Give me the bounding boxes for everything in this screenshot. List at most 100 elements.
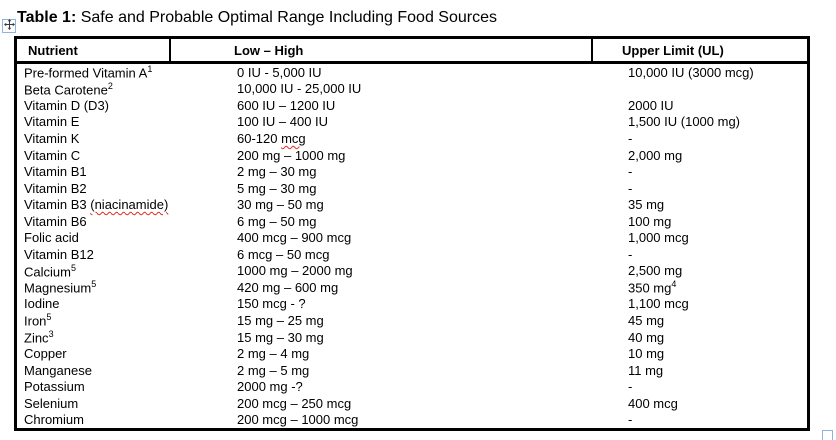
- nutrient-cell: Manganese: [24, 362, 92, 378]
- nutrient-cell: Iron5: [24, 312, 52, 329]
- table-row: Vitamin C 200 mg – 1000 mg 2,000 mg: [17, 147, 807, 164]
- footnote-marker: 5: [46, 312, 52, 323]
- footnote-marker: 4: [671, 279, 677, 290]
- nutrient-cell: Vitamin B1: [24, 164, 87, 180]
- table-row: Vitamin B1 2 mg – 30 mg -: [17, 163, 807, 180]
- nutrient-cell: Vitamin B6: [24, 213, 87, 229]
- table-row: Vitamin B12 6 mcg – 50 mcg -: [17, 246, 807, 263]
- range-cell: 15 mg – 25 mg: [237, 312, 324, 328]
- upper-limit-cell: 35 mg: [628, 197, 665, 213]
- table-row: Potassium 2000 mg -? -: [17, 378, 807, 395]
- nutrient-cell: Zinc3: [24, 328, 54, 346]
- range-cell: 1000 mg – 2000 mg: [237, 263, 353, 279]
- table-row: Iodine 150 mcg - ? 1,100 mcg: [17, 296, 807, 313]
- header-nutrient: Nutrient: [28, 42, 78, 58]
- upper-limit-cell: 2000 IU: [628, 97, 674, 113]
- nutrient-table: Nutrient Low – High Upper Limit (UL) Pre…: [14, 36, 810, 431]
- nutrient-cell: Selenium: [24, 395, 79, 411]
- upper-limit-cell: 100 mg: [628, 213, 672, 229]
- nutrient-cell: Vitamin B3 (niacinamide): [24, 197, 169, 213]
- range-cell: 100 IU – 400 IU: [237, 114, 329, 130]
- table-row: Selenium 200 mcg – 250 mcg 400 mcg: [17, 395, 807, 412]
- range-cell: 200 mcg – 250 mcg: [237, 395, 352, 411]
- upper-limit-cell: 2,500 mg: [628, 263, 683, 279]
- range-cell: 2 mg – 4 mg: [237, 346, 310, 362]
- range-cell: 200 mg – 1000 mg: [237, 147, 346, 163]
- nutrient-cell: Iodine: [24, 296, 60, 312]
- upper-limit-cell: 11 mg: [628, 362, 664, 378]
- range-cell: 150 mcg - ?: [237, 296, 306, 312]
- table-body: Pre-formed Vitamin A1 0 IU - 5,000 IU 10,0…: [17, 64, 807, 428]
- table-resize-handle[interactable]: [822, 430, 833, 440]
- range-cell: 200 mcg – 1000 mcg: [237, 412, 359, 428]
- nutrient-cell: Pre-formed Vitamin A1: [24, 64, 153, 81]
- nutrient-cell: Beta Carotene2: [24, 80, 113, 97]
- nutrient-cell: Vitamin B2: [24, 180, 87, 196]
- range-cell: 420 mg – 600 mg: [237, 279, 339, 295]
- range-cell: 400 mcg – 900 mcg: [237, 230, 352, 246]
- misspelled-word: (niacinamide): [90, 197, 169, 213]
- range-cell: 2 mg – 30 mg: [237, 164, 317, 180]
- table-row: Manganese 2 mg – 5 mg 11 mg: [17, 362, 807, 379]
- table-row: Vitamin B6 6 mg – 50 mg 100 mg: [17, 213, 807, 230]
- upper-limit-cell: 1,100 mcg: [628, 296, 689, 312]
- upper-limit-cell: 40 mg: [628, 329, 665, 345]
- nutrient-cell: Calcium5: [24, 262, 76, 279]
- table-row: Chromium 200 mcg – 1000 mcg -: [17, 411, 807, 428]
- upper-limit-cell: -: [628, 130, 633, 146]
- table-row: Vitamin B3 (niacinamide) 30 mg – 50 mg 35 …: [17, 196, 807, 213]
- table-row: Vitamin K 60-120 mcg -: [17, 130, 807, 147]
- upper-limit-cell: -: [628, 164, 633, 180]
- upper-limit-cell: 1,000 mcg: [628, 230, 689, 246]
- upper-limit-cell: 10 mg: [628, 346, 665, 362]
- table-row: Vitamin D (D3) 600 IU – 1200 IU 2000 IU: [17, 97, 807, 114]
- range-cell: 10,000 IU - 25,000 IU: [237, 81, 362, 97]
- footnote-marker: 2: [107, 80, 113, 91]
- table-row: Pre-formed Vitamin A1 0 IU - 5,000 IU 10,0…: [17, 64, 807, 81]
- table-row: Copper 2 mg – 4 mg 10 mg: [17, 345, 807, 362]
- range-cell: 15 mg – 30 mg: [237, 329, 324, 345]
- footnote-marker: 5: [91, 279, 97, 290]
- range-cell: 60-120 mcg: [237, 130, 306, 146]
- table-row: Folic acid 400 mcg – 900 mcg 1,000 mcg: [17, 229, 807, 246]
- upper-limit-cell: -: [628, 180, 633, 196]
- move-arrows-icon: [3, 17, 15, 35]
- upper-limit-cell: 10,000 IU (3000 mcg): [628, 64, 754, 80]
- footnote-marker: 3: [48, 328, 54, 339]
- upper-limit-cell: 350 mg4: [628, 279, 677, 296]
- table-caption-number: Table 1:: [17, 9, 77, 26]
- header-low-high: Low – High: [169, 39, 591, 61]
- upper-limit-cell: 400 mcg: [628, 395, 678, 411]
- footnote-marker: 5: [70, 262, 76, 273]
- upper-limit-cell: 2,000 mg: [628, 147, 683, 163]
- table-caption: Table 1: Safe and Probable Optimal Range…: [17, 9, 497, 27]
- nutrient-cell: Potassium: [24, 379, 85, 395]
- nutrient-cell: Vitamin K: [24, 130, 80, 146]
- table-row: Calcium5 1000 mg – 2000 mg 2,500 mg: [17, 263, 807, 280]
- upper-limit-cell: -: [628, 246, 633, 262]
- table-row: Magnesium5 420 mg – 600 mg 350 mg4: [17, 279, 807, 296]
- table-move-handle[interactable]: [2, 19, 16, 33]
- nutrient-cell: Vitamin B12: [24, 246, 94, 262]
- range-cell: 6 mg – 50 mg: [237, 213, 317, 229]
- range-cell: 0 IU - 5,000 IU: [237, 64, 322, 80]
- range-cell: 6 mcg – 50 mcg: [237, 246, 330, 262]
- upper-limit-cell: -: [628, 412, 633, 428]
- table-caption-title: Safe and Probable Optimal Range Includin…: [76, 9, 497, 26]
- nutrient-cell: Copper: [24, 346, 67, 362]
- table-row: Vitamin B2 5 mg – 30 mg -: [17, 180, 807, 197]
- footnote-marker: 1: [147, 64, 153, 75]
- nutrient-cell: Magnesium5: [24, 279, 97, 296]
- misspelled-word: mcg: [281, 130, 306, 146]
- range-cell: 30 mg – 50 mg: [237, 197, 324, 213]
- table-row: Zinc3 15 mg – 30 mg 40 mg: [17, 329, 807, 346]
- table-row: Beta Carotene2 10,000 IU - 25,000 IU: [17, 81, 807, 98]
- nutrient-cell: Folic acid: [24, 230, 79, 246]
- upper-limit-cell: 45 mg: [628, 312, 665, 328]
- range-cell: 5 mg – 30 mg: [237, 180, 317, 196]
- nutrient-cell: Vitamin D (D3): [24, 97, 110, 113]
- upper-limit-cell: -: [628, 379, 633, 395]
- range-cell: 2 mg – 5 mg: [237, 362, 310, 378]
- nutrient-cell: Chromium: [24, 412, 84, 428]
